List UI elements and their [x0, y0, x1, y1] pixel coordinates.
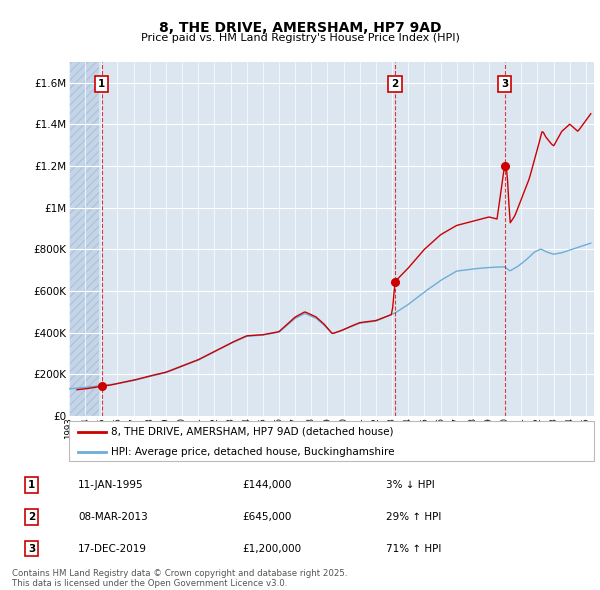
Text: 2: 2: [28, 512, 35, 522]
Text: 71% ↑ HPI: 71% ↑ HPI: [386, 543, 442, 553]
Text: HPI: Average price, detached house, Buckinghamshire: HPI: Average price, detached house, Buck…: [111, 447, 395, 457]
Text: £1,200,000: £1,200,000: [242, 543, 302, 553]
Text: 08-MAR-2013: 08-MAR-2013: [78, 512, 148, 522]
Text: £645,000: £645,000: [242, 512, 292, 522]
Text: 11-JAN-1995: 11-JAN-1995: [78, 480, 144, 490]
Text: 8, THE DRIVE, AMERSHAM, HP7 9AD: 8, THE DRIVE, AMERSHAM, HP7 9AD: [159, 21, 441, 35]
Text: 3: 3: [28, 543, 35, 553]
Text: Contains HM Land Registry data © Crown copyright and database right 2025.
This d: Contains HM Land Registry data © Crown c…: [12, 569, 347, 588]
Text: 1: 1: [28, 480, 35, 490]
Text: 3% ↓ HPI: 3% ↓ HPI: [386, 480, 435, 490]
Text: 17-DEC-2019: 17-DEC-2019: [78, 543, 147, 553]
Text: 1: 1: [98, 79, 106, 89]
Text: 3: 3: [501, 79, 508, 89]
Text: 29% ↑ HPI: 29% ↑ HPI: [386, 512, 442, 522]
Text: 2: 2: [391, 79, 398, 89]
Bar: [69, 62, 99, 416]
Text: 8, THE DRIVE, AMERSHAM, HP7 9AD (detached house): 8, THE DRIVE, AMERSHAM, HP7 9AD (detache…: [111, 427, 394, 437]
FancyBboxPatch shape: [69, 421, 594, 461]
Text: £144,000: £144,000: [242, 480, 292, 490]
Text: Price paid vs. HM Land Registry's House Price Index (HPI): Price paid vs. HM Land Registry's House …: [140, 33, 460, 43]
